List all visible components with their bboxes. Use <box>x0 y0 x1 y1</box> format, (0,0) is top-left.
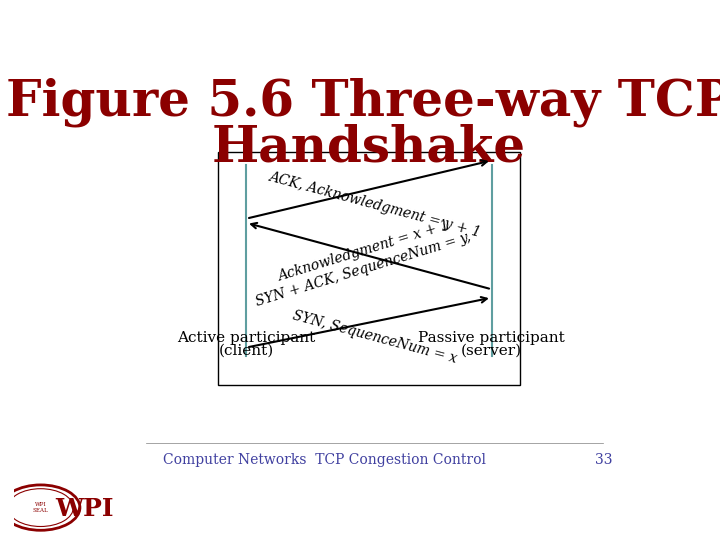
Text: SYN + ACK, SequenceNum = y,: SYN + ACK, SequenceNum = y, <box>254 230 473 309</box>
Text: (server): (server) <box>462 344 522 358</box>
Text: Computer Networks  TCP Congestion Control: Computer Networks TCP Congestion Control <box>163 453 486 467</box>
Text: WPI: WPI <box>55 497 114 521</box>
Text: Active participant: Active participant <box>177 332 315 346</box>
Text: ACK, Acknowledgment = y + 1: ACK, Acknowledgment = y + 1 <box>267 169 482 239</box>
Text: (client): (client) <box>219 344 274 358</box>
Text: WPI
SEAL: WPI SEAL <box>32 502 48 513</box>
Text: Figure 5.6 Three-way TCP: Figure 5.6 Three-way TCP <box>6 77 720 127</box>
Text: Acknowledgment = x + 1: Acknowledgment = x + 1 <box>276 218 451 284</box>
Text: 33: 33 <box>595 453 612 467</box>
Text: Passive participant: Passive participant <box>418 332 565 346</box>
Text: Handshake: Handshake <box>212 124 526 172</box>
Text: SYN, SequenceNum = x: SYN, SequenceNum = x <box>291 308 459 366</box>
